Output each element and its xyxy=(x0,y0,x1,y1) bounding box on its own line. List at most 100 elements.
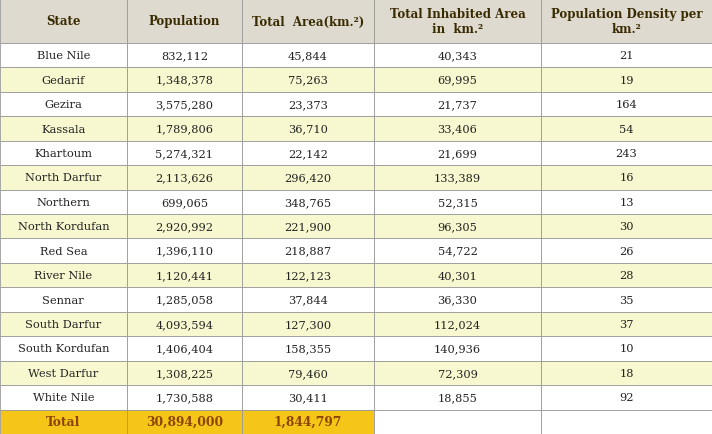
Bar xyxy=(0,312,127,336)
Bar xyxy=(541,190,712,214)
Bar xyxy=(374,92,541,117)
Text: 1,396,110: 1,396,110 xyxy=(155,246,214,256)
Text: 1,844,797: 1,844,797 xyxy=(273,415,342,428)
Bar xyxy=(242,0,374,44)
Bar xyxy=(541,336,712,361)
Bar xyxy=(242,336,374,361)
Bar xyxy=(374,336,541,361)
Bar xyxy=(541,263,712,288)
Bar xyxy=(541,239,712,263)
Text: 37,844: 37,844 xyxy=(288,295,328,305)
Text: 21: 21 xyxy=(619,51,634,61)
Text: 21,737: 21,737 xyxy=(437,100,478,110)
Bar xyxy=(541,68,712,92)
Text: Gezira: Gezira xyxy=(44,100,83,110)
Text: West Darfur: West Darfur xyxy=(28,368,98,378)
Bar xyxy=(541,385,712,410)
Bar xyxy=(242,361,374,385)
Bar xyxy=(541,44,712,68)
Bar xyxy=(242,214,374,239)
Text: 40,301: 40,301 xyxy=(437,270,478,280)
Text: 10: 10 xyxy=(619,344,634,354)
Bar xyxy=(127,44,242,68)
Text: 16: 16 xyxy=(619,173,634,183)
Bar xyxy=(374,117,541,141)
Text: 296,420: 296,420 xyxy=(284,173,332,183)
Bar xyxy=(127,117,242,141)
Text: 3,575,280: 3,575,280 xyxy=(155,100,214,110)
Bar xyxy=(0,141,127,166)
Bar xyxy=(0,117,127,141)
Text: Total  Area(km.²): Total Area(km.²) xyxy=(252,16,364,29)
Text: 22,142: 22,142 xyxy=(288,148,328,158)
Bar xyxy=(374,410,541,434)
Text: Population Density per
km.²: Population Density per km.² xyxy=(551,8,702,36)
Bar xyxy=(541,117,712,141)
Bar xyxy=(127,166,242,190)
Bar xyxy=(374,0,541,44)
Bar xyxy=(242,117,374,141)
Text: Sennar: Sennar xyxy=(43,295,84,305)
Bar xyxy=(374,214,541,239)
Text: 21,699: 21,699 xyxy=(437,148,478,158)
Text: 164: 164 xyxy=(616,100,637,110)
Text: 19: 19 xyxy=(619,76,634,85)
Bar xyxy=(127,361,242,385)
Bar xyxy=(0,410,127,434)
Text: Khartoum: Khartoum xyxy=(34,148,93,158)
Bar xyxy=(242,166,374,190)
Text: 1,308,225: 1,308,225 xyxy=(155,368,214,378)
Text: North Kordufan: North Kordufan xyxy=(18,222,109,232)
Text: 13: 13 xyxy=(619,197,634,207)
Bar xyxy=(127,92,242,117)
Bar xyxy=(541,166,712,190)
Text: 4,093,594: 4,093,594 xyxy=(155,319,214,329)
Bar xyxy=(374,166,541,190)
Text: 26: 26 xyxy=(619,246,634,256)
Bar xyxy=(127,190,242,214)
Text: 33,406: 33,406 xyxy=(437,124,478,134)
Text: 348,765: 348,765 xyxy=(284,197,332,207)
Text: 36,330: 36,330 xyxy=(437,295,478,305)
Bar xyxy=(374,190,541,214)
Text: Kassala: Kassala xyxy=(41,124,85,134)
Bar xyxy=(0,44,127,68)
Text: North Darfur: North Darfur xyxy=(25,173,102,183)
Text: 1,789,806: 1,789,806 xyxy=(155,124,214,134)
Text: 96,305: 96,305 xyxy=(437,222,478,232)
Bar xyxy=(242,141,374,166)
Bar xyxy=(0,385,127,410)
Bar xyxy=(242,312,374,336)
Text: 30: 30 xyxy=(619,222,634,232)
Text: Total Inhabited Area
in  km.²: Total Inhabited Area in km.² xyxy=(389,8,525,36)
Text: 75,263: 75,263 xyxy=(288,76,328,85)
Bar xyxy=(374,44,541,68)
Text: Total: Total xyxy=(46,415,80,428)
Bar xyxy=(0,166,127,190)
Bar xyxy=(0,214,127,239)
Text: 832,112: 832,112 xyxy=(161,51,208,61)
Text: 1,348,378: 1,348,378 xyxy=(155,76,214,85)
Bar xyxy=(242,92,374,117)
Bar xyxy=(127,0,242,44)
Bar xyxy=(374,141,541,166)
Bar xyxy=(242,68,374,92)
Bar xyxy=(242,410,374,434)
Text: 699,065: 699,065 xyxy=(161,197,208,207)
Text: 133,389: 133,389 xyxy=(434,173,481,183)
Bar xyxy=(127,239,242,263)
Text: 72,309: 72,309 xyxy=(437,368,478,378)
Text: 36,710: 36,710 xyxy=(288,124,328,134)
Text: 18: 18 xyxy=(619,368,634,378)
Bar xyxy=(242,239,374,263)
Text: 52,315: 52,315 xyxy=(437,197,478,207)
Bar xyxy=(374,263,541,288)
Text: River Nile: River Nile xyxy=(34,270,93,280)
Text: 1,730,588: 1,730,588 xyxy=(155,392,214,402)
Bar xyxy=(127,385,242,410)
Text: 30,411: 30,411 xyxy=(288,392,328,402)
Bar xyxy=(374,385,541,410)
Bar xyxy=(541,312,712,336)
Bar xyxy=(127,141,242,166)
Bar xyxy=(374,361,541,385)
